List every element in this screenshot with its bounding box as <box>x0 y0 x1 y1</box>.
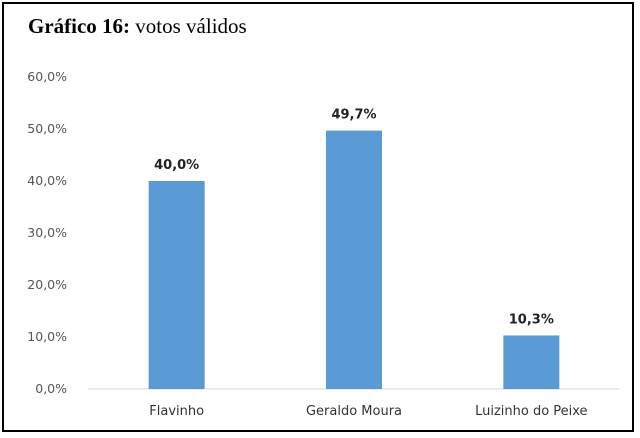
chart-title-text: votos válidos <box>130 14 247 38</box>
chart-title: Gráfico 16: votos válidos <box>28 14 247 39</box>
chart-title-prefix: Gráfico 16: <box>28 14 131 38</box>
data-label: 10,3% <box>509 312 554 327</box>
y-tick-label: 40,0% <box>27 173 67 188</box>
y-tick-label: 60,0% <box>27 69 67 84</box>
data-label: 40,0% <box>154 158 199 173</box>
x-tick-label: Flavinho <box>149 404 204 419</box>
y-tick-label: 0,0% <box>35 381 67 396</box>
x-tick-label: Luizinho do Peixe <box>475 404 587 419</box>
y-tick-label: 50,0% <box>27 121 67 136</box>
y-tick-label: 30,0% <box>27 225 67 240</box>
y-tick-label: 10,0% <box>27 329 67 344</box>
bar <box>148 181 205 389</box>
x-tick-label: Geraldo Moura <box>306 404 402 419</box>
data-label: 49,7% <box>331 108 376 123</box>
bar <box>503 335 560 389</box>
bar <box>326 130 382 389</box>
y-tick-label: 20,0% <box>27 277 67 292</box>
